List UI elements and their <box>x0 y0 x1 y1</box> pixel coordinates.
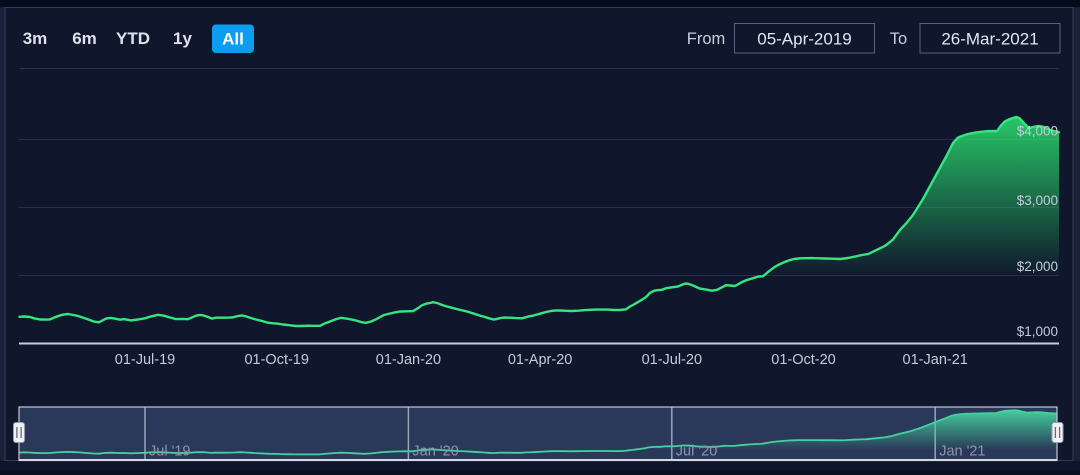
svg-text:To: To <box>890 30 907 48</box>
svg-text:6m: 6m <box>72 29 97 48</box>
svg-text:Jan '21: Jan '21 <box>939 444 985 460</box>
svg-text:01-Jul-19: 01-Jul-19 <box>115 352 175 368</box>
svg-text:3m: 3m <box>23 29 48 48</box>
svg-text:All: All <box>222 30 244 49</box>
svg-text:$4,000: $4,000 <box>1017 124 1058 139</box>
svg-text:01-Jan-20: 01-Jan-20 <box>376 352 441 368</box>
svg-text:YTD: YTD <box>116 29 150 48</box>
svg-text:Jul '20: Jul '20 <box>676 444 717 460</box>
svg-text:From: From <box>687 30 726 48</box>
svg-text:01-Oct-19: 01-Oct-19 <box>244 352 308 368</box>
svg-text:1y: 1y <box>173 29 192 48</box>
svg-text:01-Oct-20: 01-Oct-20 <box>771 352 835 368</box>
svg-text:$2,000: $2,000 <box>1017 259 1058 274</box>
svg-text:26-Mar-2021: 26-Mar-2021 <box>941 30 1038 49</box>
svg-text:05-Apr-2019: 05-Apr-2019 <box>757 30 852 49</box>
svg-text:Jan '20: Jan '20 <box>412 444 458 460</box>
svg-text:Jul '19: Jul '19 <box>149 444 190 460</box>
svg-text:$3,000: $3,000 <box>1017 193 1058 208</box>
svg-text:01-Apr-20: 01-Apr-20 <box>508 352 572 368</box>
svg-text:01-Jan-21: 01-Jan-21 <box>903 352 968 368</box>
svg-text:$1,000: $1,000 <box>1017 324 1058 339</box>
svg-text:01-Jul-20: 01-Jul-20 <box>642 352 702 368</box>
